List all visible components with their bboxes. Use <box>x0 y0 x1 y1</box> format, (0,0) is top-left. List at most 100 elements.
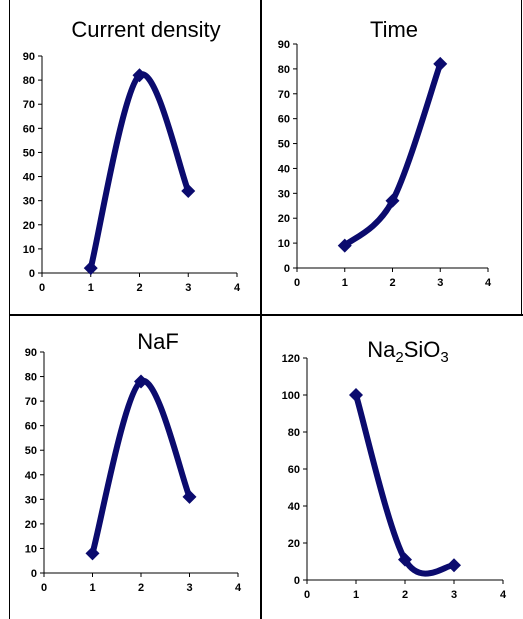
data-point-marker <box>398 552 412 567</box>
data-point-marker <box>181 184 196 199</box>
chart-naf: NaF 0 1 2 3 4 0 10 20 30 40 50 60 70 80 90 <box>0 316 260 619</box>
y-tick-label: 70 <box>25 396 37 408</box>
y-tick-label: 40 <box>278 163 290 175</box>
y-tick-label: 0 <box>31 568 37 580</box>
data-point-marker <box>349 388 363 402</box>
y-tick-label: 30 <box>25 494 37 506</box>
y-tick-label: 60 <box>288 464 300 476</box>
x-tick-label: 2 <box>136 282 142 294</box>
x-tick-label: 3 <box>185 282 191 294</box>
y-tick-label: 80 <box>278 64 290 76</box>
x-tick-label: 4 <box>234 282 241 294</box>
series-curve <box>341 60 444 249</box>
y-tick-label: 90 <box>25 347 37 359</box>
frame-left-bottom <box>9 314 10 619</box>
data-point-marker <box>132 68 147 83</box>
x-tick-label: 3 <box>451 589 457 601</box>
y-tick-label: 30 <box>23 196 35 208</box>
chart-title: Na2SiO3 <box>367 337 449 366</box>
y-tick-label: 30 <box>278 188 290 200</box>
x-tick-label: 3 <box>437 277 443 289</box>
data-point-marker <box>385 193 400 208</box>
y-tick-label: 0 <box>29 268 35 280</box>
chart-na2sio3-svg: Na2SiO3 0 1 2 3 4 0 20 40 60 80 100 120 <box>282 337 507 601</box>
x-tick-label: 4 <box>235 582 242 594</box>
y-tick-label: 20 <box>25 519 37 531</box>
y-tick-labels: 0 10 20 30 40 50 60 70 80 90 <box>25 347 37 580</box>
data-point-marker <box>433 56 448 71</box>
series-line <box>337 56 448 253</box>
y-tick-label: 80 <box>23 75 35 87</box>
series-line <box>85 374 197 561</box>
y-tick-label: 40 <box>23 172 35 184</box>
y-tick-label: 70 <box>23 99 35 111</box>
y-tick-label: 60 <box>23 123 35 135</box>
x-tick-label: 2 <box>138 582 144 594</box>
y-tick-label: 60 <box>278 114 290 126</box>
y-tick-labels: 0 20 40 60 80 100 120 <box>282 353 300 587</box>
y-tick-label: 20 <box>278 213 290 225</box>
x-tick-label: 0 <box>294 277 300 289</box>
y-tick-label: 20 <box>23 220 35 232</box>
chart-time-svg: Time 0 1 2 3 4 0 10 20 30 40 50 60 70 80 90 <box>278 17 492 289</box>
y-tick-label: 0 <box>284 263 290 275</box>
frame-right <box>521 0 522 314</box>
frame-left-top <box>9 0 10 314</box>
series-line <box>349 388 461 577</box>
chart-na2sio3: Na2SiO3 0 1 2 3 4 0 20 40 60 80 100 120 <box>262 316 523 619</box>
y-tick-label: 40 <box>25 470 37 482</box>
x-tick-label: 4 <box>500 589 507 601</box>
x-tick-labels: 0 1 2 3 4 <box>304 589 507 601</box>
x-tick-labels: 0 1 2 3 4 <box>41 582 242 594</box>
x-tick-label: 0 <box>39 282 45 294</box>
x-tick-label: 2 <box>389 277 395 289</box>
x-tick-label: 0 <box>304 589 310 601</box>
y-tick-label: 80 <box>288 427 300 439</box>
data-point-marker <box>83 261 98 276</box>
y-tick-label: 120 <box>282 353 300 365</box>
x-tick-label: 4 <box>485 277 492 289</box>
x-tick-labels: 0 1 2 3 4 <box>39 282 241 294</box>
y-tick-label: 90 <box>278 39 290 51</box>
x-tick-label: 1 <box>89 582 95 594</box>
y-tick-label: 0 <box>294 575 300 587</box>
frame-divider-horizontal <box>9 314 523 316</box>
data-point-marker <box>182 489 197 504</box>
y-tick-labels: 0 10 20 30 40 50 60 70 80 90 <box>278 39 290 275</box>
chart-time: Time 0 1 2 3 4 0 10 20 30 40 50 60 70 80 90 <box>262 0 521 314</box>
y-tick-label: 80 <box>25 372 37 384</box>
data-point-marker <box>337 238 352 253</box>
x-tick-label: 1 <box>353 589 359 601</box>
y-tick-label: 70 <box>278 89 290 101</box>
x-tick-label: 1 <box>88 282 94 294</box>
data-point-marker <box>85 546 100 561</box>
data-point-marker <box>134 374 148 389</box>
axes <box>40 351 239 577</box>
chart-title: Time <box>370 17 418 42</box>
series-curve <box>89 378 193 557</box>
y-tick-label: 90 <box>23 51 35 63</box>
x-tick-label: 3 <box>186 582 192 594</box>
y-tick-label: 40 <box>288 501 300 513</box>
axes <box>303 357 504 584</box>
y-tick-label: 100 <box>282 390 300 402</box>
chart-title: Current density <box>71 17 220 42</box>
axes <box>38 55 238 277</box>
chart-title: NaF <box>137 329 179 354</box>
y-tick-label: 60 <box>25 421 37 433</box>
axes <box>293 43 489 272</box>
frame-divider-vertical <box>260 0 262 619</box>
y-tick-labels: 0 10 20 30 40 50 60 70 80 90 <box>23 51 35 280</box>
chart-current-density-svg: Current density 0 1 2 3 4 0 10 20 30 40 50 60 70 80 9… <box>23 17 241 294</box>
y-tick-label: 20 <box>288 538 300 550</box>
y-tick-label: 10 <box>25 543 37 555</box>
x-tick-label: 1 <box>342 277 348 289</box>
series-line <box>83 68 196 276</box>
series-curve <box>87 71 192 272</box>
x-tick-label: 2 <box>402 589 408 601</box>
y-tick-label: 50 <box>25 445 37 457</box>
chart-naf-svg: NaF 0 1 2 3 4 0 10 20 30 40 50 60 70 80 90 <box>25 329 242 594</box>
x-tick-label: 0 <box>41 582 47 594</box>
x-tick-labels: 0 1 2 3 4 <box>294 277 492 289</box>
y-tick-label: 50 <box>278 139 290 151</box>
